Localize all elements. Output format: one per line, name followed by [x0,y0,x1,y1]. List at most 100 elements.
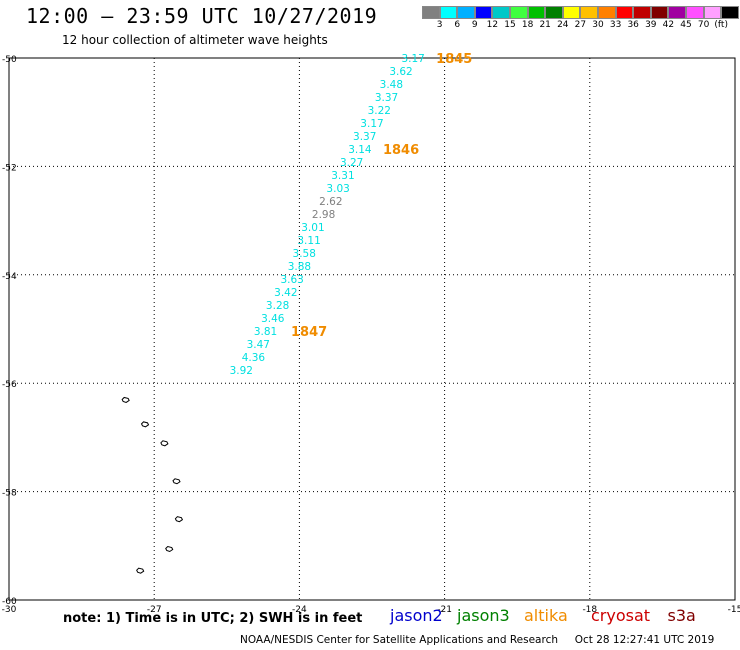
credit-line: NOAA/NESDIS Center for Satellite Applica… [240,634,714,646]
map-frame [8,57,736,601]
scale-label: (ft) [714,20,728,30]
scale-swatch [668,6,686,19]
lon-tick-label: -27 [147,605,162,615]
scale-label: 27 [574,20,587,30]
scale-swatch [457,6,475,19]
island-outline [160,440,169,447]
scale-swatch [439,6,458,19]
lat-tick-label: -50 [2,55,17,65]
axis-tick-labels: -30 -27 -24 -21 -18 -15 -50 -52 -54 -56 -58 -60 [2,55,740,615]
lat-tick-label: -56 [2,380,17,390]
lon-tick-label: -18 [582,605,597,615]
lon-tick-label: -21 [437,605,452,615]
lat-tick-label: -60 [2,597,17,607]
scale-label: 24 [557,20,569,30]
color-scale-swatches [422,6,739,19]
wave-height-value: 3.28 [266,300,289,312]
scale-label: 21 [539,20,551,30]
scale-label: 12 [486,20,499,30]
generated-timestamp: Oct 28 12:27:41 UTC 2019 [574,634,715,646]
scale-swatch [527,6,546,19]
lon-tick-label: -24 [292,605,307,615]
island-outlines [121,396,184,574]
scale-label: 18 [521,20,534,30]
wave-height-value: 3.31 [331,170,354,182]
time-label: 1846 [383,143,419,158]
wave-height-value: 3.11 [297,235,320,247]
scale-label: 3 [436,20,443,30]
scale-swatch [685,6,704,19]
wave-height-value: 2.62 [319,196,342,208]
wave-height-value: 3.37 [375,92,398,104]
color-scale: 3 6 9 12 15 18 21 24 27 30 33 36 39 42 45 70 (ft) [422,6,739,33]
legend-altika: altika [524,606,568,625]
legend-jason3: jason3 [457,606,510,625]
wave-height-value: 3.27 [340,157,363,169]
scale-swatch [422,6,440,19]
wave-height-labels: 3.173.623.483.373.223.173.373.143.273.31… [230,53,425,377]
spacer [561,634,571,646]
page-title: 12:00 – 23:59 UTC 10/27/2019 [26,4,378,28]
wave-height-value: 3.46 [261,313,285,325]
scale-swatch [580,6,598,19]
island-outline [172,478,181,485]
wave-height-value: 3.01 [301,222,324,234]
island-outline [140,421,150,428]
wave-height-value: 3.37 [353,131,376,143]
scale-label: 42 [662,20,675,30]
wave-height-value: 3.47 [247,339,270,351]
footnote: note: 1) Time is in UTC; 2) SWH is in fe… [63,611,363,626]
scale-swatch [597,6,616,19]
wave-height-value: 3.92 [230,365,253,377]
wave-height-value: 3.42 [274,287,297,299]
wave-height-value: 3.81 [254,326,277,338]
scale-swatch [509,6,528,19]
island-outline [121,396,130,404]
time-label: 1845 [436,52,472,67]
scale-label: 36 [627,20,639,30]
time-labels: 1845 1846 1847 [291,52,472,340]
scale-swatch [545,6,563,19]
scale-label: 33 [609,20,622,30]
scale-label: 39 [645,20,657,30]
scale-label: 30 [592,20,604,30]
scale-swatch [633,6,651,19]
island-outline [136,567,145,574]
scale-label: 15 [504,20,516,30]
lat-tick-label: -54 [2,272,17,282]
legend-jason2: jason2 [390,606,443,625]
lon-tick-label: -30 [2,605,17,615]
island-outline [174,516,184,523]
scale-swatch [721,6,739,19]
wave-height-value: 3.14 [348,144,372,156]
scale-swatch [615,6,634,19]
wave-height-value: 3.17 [360,118,383,130]
page-subtitle: 12 hour collection of altimeter wave hei… [62,33,328,47]
lon-tick-label: -15 [728,605,740,615]
island-outline [165,545,174,553]
wave-height-value: 3.58 [293,248,316,260]
scale-swatch [703,6,722,19]
scale-swatch [562,6,581,19]
scale-label: 45 [680,20,692,30]
legend-cryosat: cryosat [591,606,651,625]
wave-height-value: 3.22 [368,105,391,117]
wave-height-value: 2.98 [312,209,335,221]
wave-height-value: 4.36 [242,352,266,364]
map-gridlines [9,58,735,600]
scale-swatch [474,6,493,19]
scale-label: 9 [471,20,478,30]
lat-tick-label: -58 [2,489,17,499]
scale-swatch [650,6,669,19]
scale-label: 6 [454,20,461,30]
wave-height-value: 3.48 [380,79,403,91]
time-label: 1847 [291,325,327,340]
wave-height-value: 3.62 [389,66,412,78]
wave-height-value: 3.17 [401,53,424,65]
lat-tick-label: -52 [2,163,17,173]
scale-label: 70 [697,20,710,30]
color-scale-labels: 3 6 9 12 15 18 21 24 27 30 33 36 39 42 45 70 (ft) [422,19,739,33]
wave-height-value: 3.88 [288,261,311,273]
scale-swatch [492,6,510,19]
